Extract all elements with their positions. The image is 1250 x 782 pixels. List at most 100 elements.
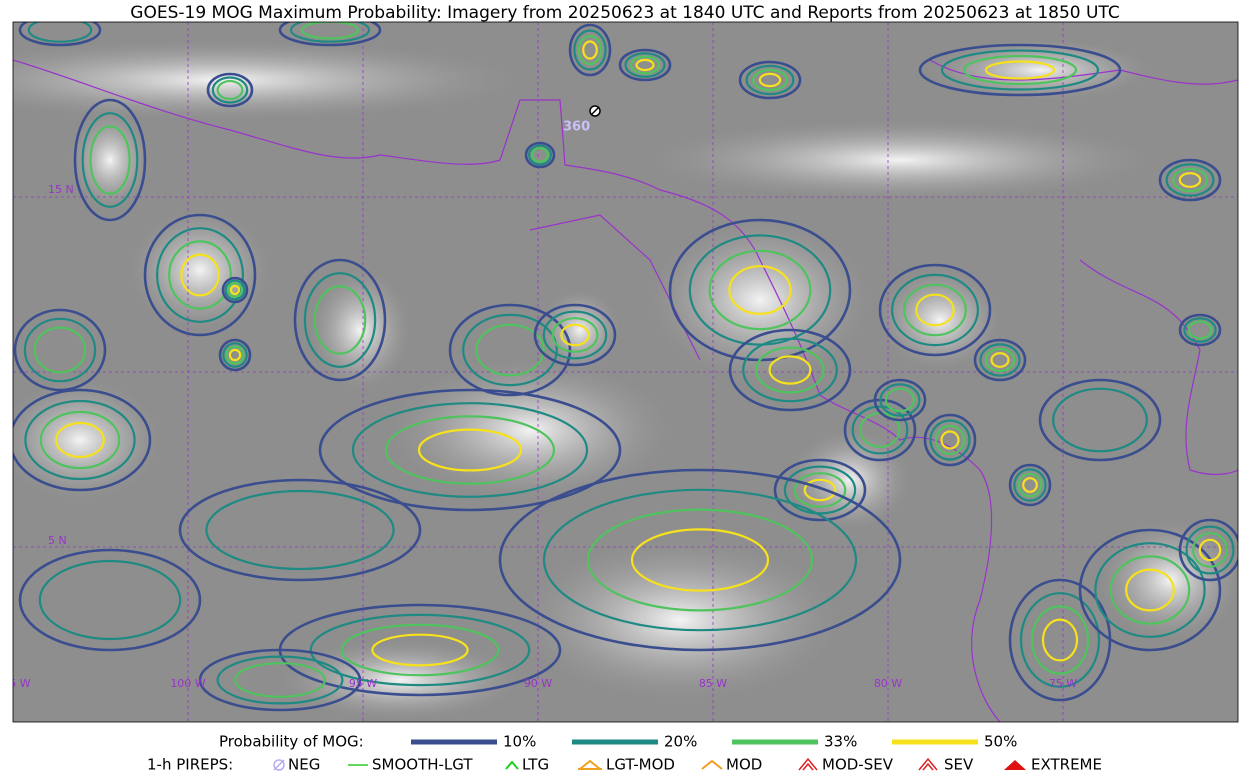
contour (205, 489, 395, 571)
contour (1019, 592, 1101, 688)
pirep-label: MOD-SEV (822, 756, 894, 774)
contour (803, 478, 837, 502)
contour (755, 346, 825, 394)
contour (624, 52, 666, 78)
contour (1172, 167, 1208, 193)
contour (33, 326, 87, 374)
pirep-icon-shape (798, 757, 818, 771)
contour (990, 352, 1010, 368)
contour (55, 421, 105, 459)
contour (884, 387, 916, 413)
contour (851, 405, 909, 455)
contour (448, 303, 572, 397)
pirep-icon-shape (505, 760, 519, 770)
contour (1158, 158, 1222, 202)
cloud (650, 120, 1150, 200)
contour (371, 633, 469, 667)
contour (984, 347, 1016, 373)
contour (216, 655, 344, 705)
contour (73, 98, 147, 222)
contour (498, 468, 902, 652)
contour (903, 283, 967, 337)
contour (582, 40, 598, 60)
contour (81, 112, 139, 208)
contour (708, 249, 812, 331)
pirep-report: 360 (563, 105, 601, 135)
probability-contours (13, 22, 1238, 712)
contour (752, 68, 788, 92)
contour (1017, 472, 1043, 498)
contour (738, 60, 802, 100)
contour (915, 293, 955, 327)
contour (384, 415, 556, 485)
contour (27, 22, 93, 43)
contour (211, 76, 249, 104)
contour (551, 317, 599, 353)
contour (351, 402, 589, 498)
pirep-icon (1004, 760, 1026, 770)
contour (940, 430, 960, 450)
contour (962, 54, 1078, 86)
pirep-icon-shape (273, 759, 285, 771)
contour (630, 528, 770, 592)
contour (793, 472, 847, 508)
contour (156, 227, 245, 323)
pirep-label: SMOOTH-LGT (372, 756, 473, 774)
pirep-label: LTG (522, 756, 549, 774)
cloud (790, 430, 910, 530)
contour (542, 488, 858, 632)
contour (745, 64, 795, 96)
contour (527, 144, 553, 166)
pirep-icon (578, 759, 602, 770)
contour (923, 413, 977, 467)
legend-label: 33% (824, 733, 857, 751)
pirep-icon-shape (922, 762, 934, 771)
lon-label: 100 W (170, 677, 205, 690)
contour (560, 323, 590, 347)
contour (878, 263, 992, 357)
contour (227, 282, 243, 298)
title: GOES-19 MOG Maximum Probability: Imagery… (130, 3, 1119, 23)
pirep-icon-shape (802, 762, 814, 771)
lon-label: 90 W (524, 677, 552, 690)
contour (300, 22, 360, 40)
contour (1125, 568, 1175, 612)
cloud (310, 270, 410, 390)
map-frame (12, 21, 1239, 723)
lon-label: 105 W (0, 677, 31, 690)
contour (462, 313, 558, 387)
contour (180, 253, 220, 297)
contour (1008, 463, 1052, 507)
contour (278, 22, 382, 47)
pirep-label: MOD (726, 756, 762, 774)
lon-label: 95 W (349, 677, 377, 690)
contour (1094, 542, 1206, 638)
contour (216, 79, 244, 101)
pirep-label: SEV (944, 756, 974, 774)
geo-labels: 15 N 5 N 105 W 100 W 95 W 90 W 85 W 80 W 75 W (0, 183, 1077, 690)
pirep-icon-shape (918, 757, 938, 771)
contour (542, 310, 608, 360)
pirep-icon (798, 757, 818, 771)
pirep-label: NEG (288, 756, 320, 774)
contour (318, 388, 622, 512)
contour (234, 662, 326, 698)
pirep-icon (273, 759, 285, 771)
pirep-icon-shape (1004, 760, 1026, 770)
contour (783, 465, 857, 515)
cloud (13, 380, 160, 500)
contour (1187, 320, 1213, 340)
contour (18, 22, 102, 47)
contour (728, 265, 792, 315)
cloud (70, 110, 150, 210)
contour (475, 323, 545, 377)
cloud (13, 40, 520, 120)
contour (1178, 172, 1202, 188)
contour (728, 328, 852, 412)
pirep-icon (505, 760, 519, 770)
cloud (650, 220, 870, 380)
contour (1038, 378, 1162, 462)
legend-label: 20% (664, 733, 697, 751)
contour (23, 317, 97, 383)
